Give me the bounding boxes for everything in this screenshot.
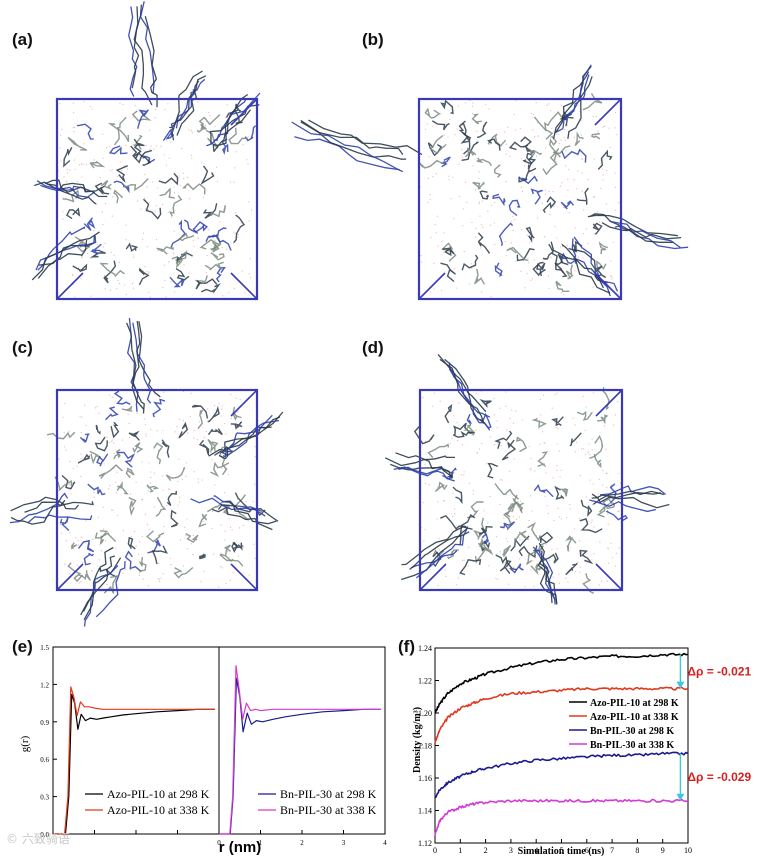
watermark: © 六致骑语 [6, 832, 70, 846]
density-xlabel: Simulation time (ns) [518, 846, 605, 856]
x-tick-label: 5 [560, 846, 564, 855]
y-tick-label: 1.20 [418, 709, 432, 718]
legend-label: Azo-PIL-10 at 338 K [107, 803, 210, 817]
y-tick-label: 1.18 [418, 742, 432, 751]
legend-label: Azo-PIL-10 at 298 K [590, 698, 679, 709]
x-tick-label: 3 [342, 839, 346, 847]
y-tick-label: 1.14 [418, 807, 432, 816]
x-tick-label: 0 [217, 839, 221, 847]
x-tick-label: 7 [610, 846, 614, 855]
rdf-ylabel: g(r) [19, 735, 31, 752]
series-line [434, 652, 689, 714]
legend-label: Azo-PIL-10 at 338 K [590, 712, 679, 723]
delta-arrow-head [676, 793, 685, 801]
series-line [434, 798, 689, 837]
panel-label-c: (c) [12, 338, 33, 357]
series-line [219, 665, 381, 835]
density-ylabel: Density (kg/m³) [412, 707, 423, 773]
legend-label: Azo-PIL-10 at 298 K [107, 787, 210, 801]
delta-annotation: Δρ = -0.021 [687, 665, 751, 679]
y-tick-label: 0.9 [40, 719, 49, 727]
y-tick-label: 1.24 [418, 644, 432, 653]
panel-label-a: (a) [12, 30, 33, 49]
series-line [53, 686, 215, 835]
delta-annotation: Δρ = -0.029 [687, 770, 751, 784]
snapshot-d [384, 353, 670, 605]
x-tick-label: 4 [534, 846, 538, 855]
x-tick-label: 1 [259, 839, 263, 847]
series-line [434, 686, 689, 744]
panel-label-d: (d) [362, 338, 384, 357]
series-line [434, 751, 689, 799]
x-tick-label: 0 [433, 846, 437, 855]
snapshot-b [291, 64, 689, 301]
rdf-chart: g(r) 0.0 0.3 0.6 0.9 1.2 1.5 0 1 2 3 4 Azo-PIL-10… [19, 644, 387, 856]
series-line [219, 677, 381, 835]
panel-label-f: (f) [398, 637, 415, 656]
series-line [53, 693, 215, 835]
legend-label: Bn-PIL-30 at 298 K [590, 726, 674, 737]
y-tick-label: 0.6 [40, 756, 49, 764]
x-tick-label: 8 [635, 846, 639, 855]
y-tick-label: 1.12 [418, 839, 432, 848]
y-tick-label: 1.22 [418, 677, 432, 686]
x-tick-label: 10 [684, 846, 692, 855]
x-tick-label: 6 [585, 846, 589, 855]
legend-label: Bn-PIL-30 at 298 K [280, 787, 377, 801]
legend-label: Bn-PIL-30 at 338 K [280, 803, 377, 817]
rdf-legend-right: Bn-PIL-30 at 298 K Bn-PIL-30 at 338 K [258, 787, 377, 817]
x-tick-label: 9 [661, 846, 665, 855]
density-chart: Density (kg/m³) 0 1 2 3 4 5 6 7 8 9 10 1.12 1.14 1.16… [412, 644, 751, 856]
y-tick-label: 1.16 [418, 774, 432, 783]
y-tick-label: 1.2 [40, 681, 49, 689]
rdf-legend-left: Azo-PIL-10 at 298 K Azo-PIL-10 at 338 K [85, 787, 210, 817]
x-tick-label: 2 [300, 839, 304, 847]
rdf-xlabel: r (nm) [219, 839, 262, 856]
delta-arrow-head [676, 681, 685, 689]
legend-label: Bn-PIL-30 at 338 K [590, 740, 674, 751]
snapshot-a [31, 1, 261, 301]
x-tick-label: 1 [458, 846, 462, 855]
x-tick-label: 2 [484, 846, 488, 855]
panel-label-e: (e) [12, 637, 33, 656]
panel-label-b: (b) [362, 30, 384, 49]
y-tick-label: 0.3 [40, 794, 49, 802]
x-tick-label: 4 [383, 839, 387, 847]
y-tick-label: 1.5 [40, 644, 49, 652]
snapshot-c [9, 317, 284, 627]
y-tick-label: 0.0 [40, 831, 49, 839]
density-legend: Azo-PIL-10 at 298 K Azo-PIL-10 at 338 K … [569, 698, 679, 751]
x-tick-label: 3 [509, 846, 513, 855]
